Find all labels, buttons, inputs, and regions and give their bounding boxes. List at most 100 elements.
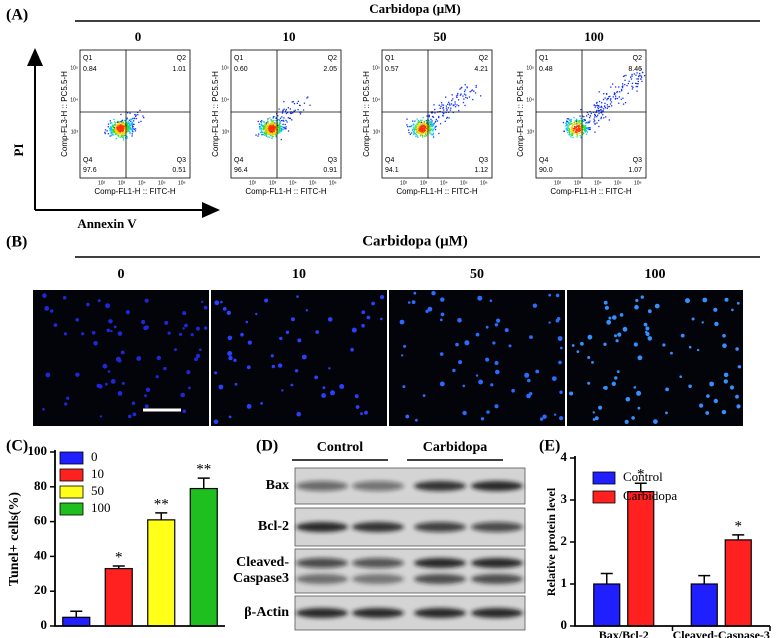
event-dot (431, 121, 433, 123)
quadrant-name: Q1 (83, 55, 92, 62)
event-dot (445, 96, 447, 98)
event-dot (272, 132, 274, 135)
event-dot (134, 113, 136, 116)
event-dot (563, 130, 565, 133)
nucleus (131, 401, 136, 405)
event-dot (129, 112, 131, 114)
event-dot (261, 134, 263, 136)
event-dot (601, 110, 603, 112)
nucleus (736, 404, 741, 409)
nucleus (290, 317, 295, 322)
nucleus (305, 309, 309, 312)
quadrant-value: 94.1 (385, 167, 399, 174)
event-dot (618, 86, 620, 88)
significance: * (735, 518, 743, 534)
legend-label: 50 (91, 483, 104, 498)
nucleus (222, 307, 227, 311)
event-dot (454, 101, 456, 103)
event-dot (596, 122, 598, 124)
event-dot (456, 104, 458, 106)
event-dot (428, 123, 430, 125)
event-dot (440, 105, 442, 108)
event-dot (280, 126, 282, 128)
nucleus (634, 304, 639, 310)
event-dot (275, 131, 277, 133)
nucleus (42, 293, 47, 298)
event-dot (269, 126, 271, 128)
plot-x-label: Comp-FL1-H :: FITC-H (94, 187, 176, 196)
event-dot (124, 137, 127, 139)
nucleus (486, 410, 490, 414)
event-dot (129, 132, 131, 134)
event-dot (119, 124, 121, 127)
event-dot (267, 118, 269, 120)
nucleus (141, 319, 146, 325)
event-dot (573, 116, 575, 119)
event-dot (422, 134, 424, 137)
nucleus (66, 396, 70, 400)
event-dot (585, 125, 587, 127)
event-dot (118, 121, 120, 124)
event-dot (263, 134, 265, 136)
nucleus (439, 352, 444, 356)
nucleus (240, 332, 244, 337)
nucleus (679, 375, 682, 379)
event-dot (272, 122, 274, 124)
event-dot (267, 130, 269, 132)
event-dot (636, 83, 638, 85)
event-dot (281, 116, 283, 118)
event-dot (424, 135, 426, 137)
event-dot (638, 75, 640, 78)
blot-band (414, 608, 466, 618)
event-dot (297, 109, 299, 111)
micrograph (33, 290, 209, 426)
event-dot (573, 127, 575, 130)
event-dot (429, 121, 432, 123)
event-dot (622, 83, 624, 85)
nucleus (246, 404, 252, 409)
event-dot (128, 119, 130, 121)
event-dot (271, 134, 273, 136)
event-dot (104, 129, 107, 131)
event-dot (639, 72, 641, 75)
nucleus (559, 346, 563, 350)
event-dot (588, 117, 591, 119)
event-dot (585, 130, 587, 132)
nucleus (696, 348, 700, 352)
event-dot (588, 128, 590, 131)
event-dot (121, 134, 123, 136)
event-dot (568, 127, 570, 129)
nucleus (709, 381, 714, 387)
event-dot (130, 118, 132, 120)
event-dot (273, 130, 275, 132)
event-dot (621, 86, 623, 88)
y-tick-label: 1 (561, 575, 568, 590)
event-dot (636, 78, 638, 80)
nucleus (722, 343, 727, 349)
event-dot (583, 118, 585, 121)
nucleus (637, 355, 643, 361)
event-dot (580, 137, 582, 139)
event-dot (411, 129, 414, 131)
blot-band (414, 522, 466, 532)
event-dot (639, 74, 641, 76)
event-dot (576, 129, 578, 132)
event-dot (416, 131, 418, 133)
bar (104, 567, 133, 627)
event-dot (588, 121, 590, 124)
nucleus (637, 406, 641, 410)
bar (724, 539, 752, 627)
event-dot (122, 125, 124, 127)
nucleus (608, 316, 612, 320)
event-dot (425, 119, 427, 122)
nucleus (653, 419, 658, 424)
event-dot (468, 96, 471, 98)
event-dot (569, 122, 571, 124)
event-dot (589, 120, 591, 122)
dose-label: 100 (645, 267, 666, 282)
y-tick-label: 2 (561, 533, 568, 548)
blot-band (414, 481, 466, 491)
nucleus (688, 384, 692, 389)
event-dot (128, 122, 130, 124)
event-dot (422, 116, 424, 119)
